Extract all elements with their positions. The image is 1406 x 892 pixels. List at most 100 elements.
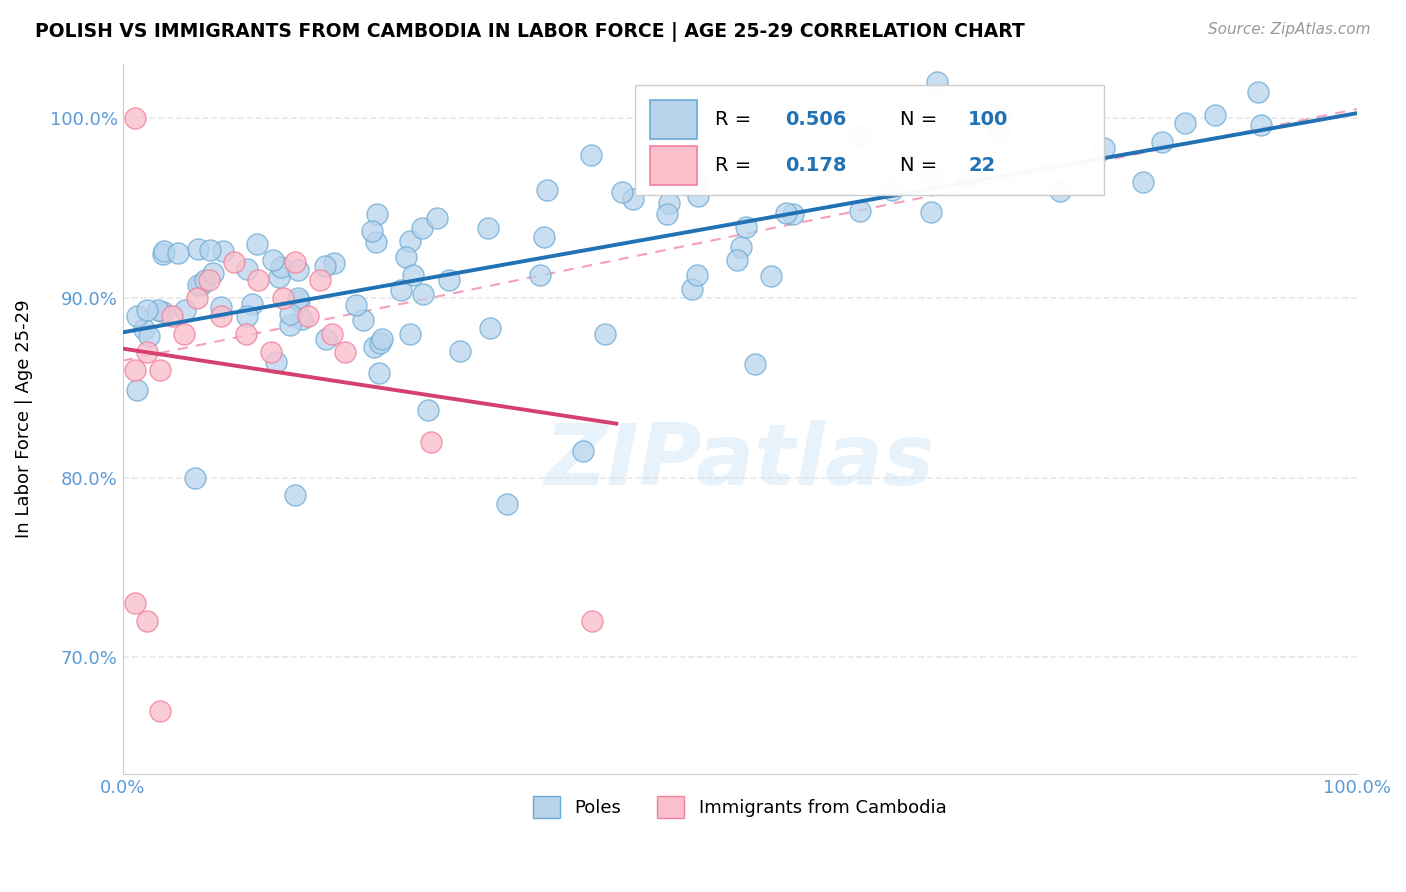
Point (529, 268, 551, 282)
Point (782, 207, 804, 221)
Point (309, 273, 332, 287)
Point (572, 443, 595, 458)
Point (496, 498, 519, 512)
Point (124, 362, 146, 376)
Point (418, 402, 440, 417)
Point (920, 205, 942, 219)
Point (593, 326, 616, 341)
Point (160, 309, 183, 323)
Point (533, 230, 555, 244)
Point (152, 244, 174, 259)
Point (426, 211, 449, 225)
Point (247, 273, 270, 287)
Point (849, 204, 872, 219)
Point (138, 328, 160, 343)
Text: 100: 100 (969, 110, 1008, 129)
Point (658, 195, 681, 210)
Y-axis label: In Labor Force | Age 25-29: In Labor Force | Age 25-29 (15, 300, 32, 539)
Point (240, 296, 263, 310)
Point (623, 192, 645, 206)
Point (262, 253, 284, 268)
Point (314, 260, 336, 274)
Point (987, 107, 1010, 121)
Legend: Poles, Immigrants from Cambodia: Poles, Immigrants from Cambodia (526, 789, 953, 825)
Point (198, 244, 221, 258)
Point (315, 333, 337, 347)
Point (364, 235, 387, 250)
Point (125, 383, 148, 397)
Point (735, 219, 758, 234)
Text: R =: R = (716, 156, 751, 175)
Point (987, 121, 1010, 136)
Point (402, 268, 425, 282)
Point (269, 269, 291, 284)
Point (536, 184, 558, 198)
Bar (650, 145, 696, 185)
Point (1132, 175, 1154, 189)
Point (260, 344, 283, 359)
Point (368, 336, 391, 351)
Point (148, 704, 170, 718)
Point (136, 302, 159, 317)
Point (333, 344, 356, 359)
Point (264, 355, 287, 369)
Point (1049, 184, 1071, 198)
Point (681, 282, 703, 296)
Bar (650, 100, 696, 138)
Text: ZIPatlas: ZIPatlas (544, 420, 935, 503)
Point (1247, 85, 1270, 99)
Point (685, 172, 707, 186)
Point (198, 273, 221, 287)
Point (291, 311, 314, 326)
Point (1250, 118, 1272, 132)
Point (211, 300, 233, 314)
Point (371, 332, 394, 346)
Point (725, 252, 748, 267)
Point (124, 111, 146, 125)
Point (321, 326, 343, 341)
Point (686, 189, 709, 203)
Point (187, 277, 209, 292)
Point (686, 268, 709, 283)
Point (284, 488, 307, 502)
Point (439, 273, 461, 287)
Point (368, 366, 391, 380)
Point (173, 326, 195, 341)
Point (1204, 108, 1226, 122)
Point (389, 283, 412, 297)
Point (479, 320, 502, 334)
Point (420, 434, 443, 449)
Point (921, 170, 943, 185)
Point (411, 221, 433, 235)
Text: 0.506: 0.506 (786, 110, 846, 129)
Point (235, 262, 257, 277)
Point (209, 309, 232, 323)
Point (344, 298, 367, 312)
Point (352, 313, 374, 327)
Point (676, 178, 699, 193)
Point (148, 362, 170, 376)
Point (190, 277, 212, 292)
Point (399, 326, 422, 341)
Point (323, 255, 346, 269)
Point (730, 240, 752, 254)
Text: R =: R = (716, 110, 751, 129)
Point (136, 615, 159, 629)
Point (399, 234, 422, 248)
Point (134, 322, 156, 336)
Point (288, 293, 311, 308)
Point (125, 309, 148, 323)
Point (152, 247, 174, 261)
FancyBboxPatch shape (636, 86, 1104, 195)
Point (655, 207, 678, 221)
Point (477, 221, 499, 235)
Point (744, 357, 766, 371)
Point (287, 262, 309, 277)
Point (278, 318, 301, 333)
Point (1092, 141, 1115, 155)
Text: 22: 22 (969, 156, 995, 175)
Text: N =: N = (900, 110, 938, 129)
Point (287, 291, 309, 305)
Point (581, 615, 603, 629)
Text: POLISH VS IMMIGRANTS FROM CAMBODIA IN LABOR FORCE | AGE 25-29 CORRELATION CHART: POLISH VS IMMIGRANTS FROM CAMBODIA IN LA… (35, 22, 1025, 42)
